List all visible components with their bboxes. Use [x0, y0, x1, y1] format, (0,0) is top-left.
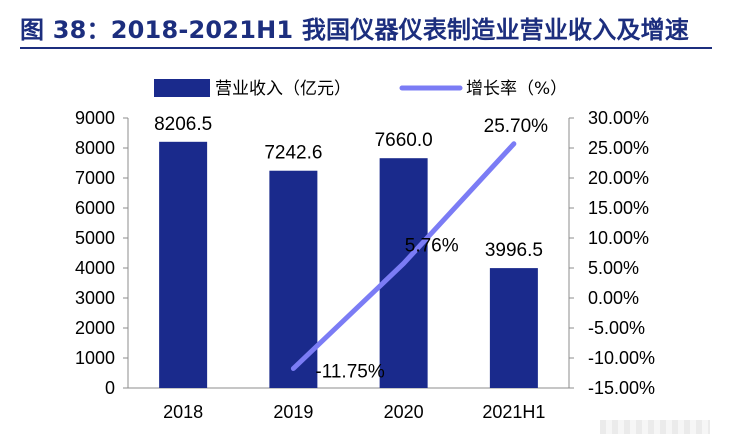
growth-rate-label: 5.76%	[405, 235, 459, 256]
axes: 0 1000 2000 3000 4000 5000 6000 7000 8000 9000 -15…	[75, 108, 655, 422]
y-right-tick-label: -5.00%	[588, 318, 645, 338]
legend-label-revenue: 营业收入（亿元）	[215, 79, 351, 99]
y-right-tick-label: 0.00%	[588, 288, 639, 308]
growth-rate-label: 25.70%	[484, 116, 549, 137]
y-left-tick-label: 3000	[75, 288, 115, 308]
title-divider	[20, 47, 712, 49]
y-left-tick-label: 4000	[75, 258, 115, 278]
revenue-bar	[489, 268, 538, 388]
revenue-bar-label: 7660.0	[375, 130, 433, 151]
x-tick-label: 2019	[273, 402, 313, 422]
figure-header: 图 38：2018-2021H1 我国仪器仪表制造业营业收入及增速	[0, 0, 732, 50]
y-left-tick-label: 2000	[75, 318, 115, 338]
y-left-tick-label: 1000	[75, 348, 115, 368]
y-left-tick-label: 8000	[75, 138, 115, 158]
y-left-tick-label: 5000	[75, 228, 115, 248]
revenue-bar	[159, 141, 208, 388]
legend-label-growth: 增长率（%）	[466, 79, 567, 99]
y-right-tick-label: -10.00%	[588, 348, 655, 368]
revenue-bar-label: 8206.5	[154, 114, 212, 135]
figure-title: 图 38：2018-2021H1 我国仪器仪表制造业营业收入及增速	[20, 16, 690, 44]
y-right-tick-label: 15.00%	[588, 198, 649, 218]
y-right-tick-label: 25.00%	[588, 138, 649, 158]
line-series	[290, 141, 517, 371]
revenue-bar-label: 7242.6	[264, 143, 322, 164]
legend-swatch-revenue	[154, 79, 210, 97]
revenue-bar-label: 3996.5	[485, 240, 543, 261]
y-left-tick-label: 9000	[75, 108, 115, 128]
watermark	[600, 420, 710, 434]
x-tick-label: 2021H1	[482, 402, 545, 422]
bar-series	[159, 141, 538, 388]
legend: 营业收入（亿元） 增长率（%）	[154, 79, 567, 99]
x-tick-label: 2020	[384, 402, 424, 422]
data-labels: 8206.5 7242.6 7660.0 3996.5 -11.75% 5.76% 25.7…	[154, 114, 548, 383]
revenue-bar	[379, 158, 428, 388]
y-right-tick-label: 5.00%	[588, 258, 639, 278]
y-right-tick-label: 10.00%	[588, 228, 649, 248]
y-right-tick-label: 20.00%	[588, 168, 649, 188]
y-right-tick-label: -15.00%	[588, 378, 655, 398]
y-left-tick-label: 0	[105, 378, 115, 398]
growth-rate-label: -11.75%	[315, 362, 384, 383]
y-right-tick-label: 30.00%	[588, 108, 649, 128]
growth-rate-line	[290, 141, 517, 371]
x-tick-label: 2018	[163, 402, 203, 422]
y-left-tick-label: 7000	[75, 168, 115, 188]
y-left-tick-label: 6000	[75, 198, 115, 218]
